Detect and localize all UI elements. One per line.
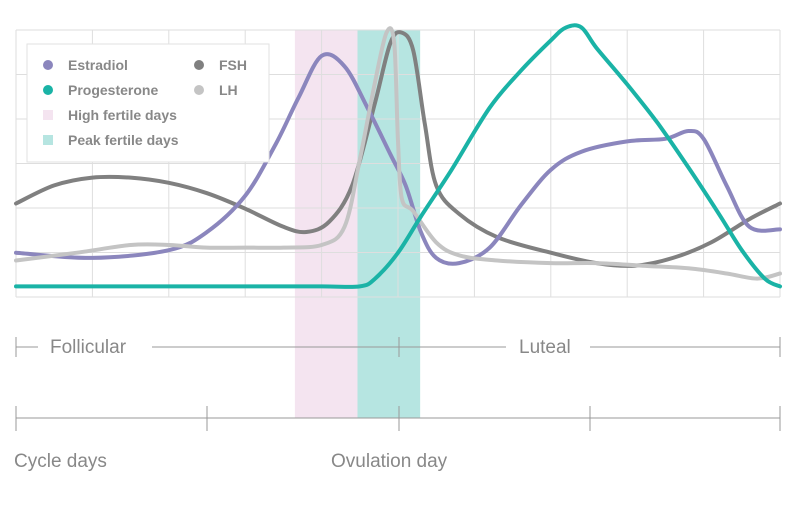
phase-axis <box>15 337 781 357</box>
legend-label-estradiol: Estradiol <box>68 57 128 73</box>
day-axis <box>15 406 781 431</box>
legend-label-fsh: FSH <box>219 57 247 73</box>
phase-label-luteal: Luteal <box>519 337 571 358</box>
legend-marker-lh <box>194 85 204 95</box>
legend-box <box>26 43 270 163</box>
hormone-lines <box>14 23 782 289</box>
legend-marker-fsh <box>194 60 204 70</box>
fertile-band-peak <box>357 30 421 418</box>
axis-label-ovulation-day: Ovulation day <box>331 451 448 472</box>
legend-marker-peak-fertile <box>43 135 53 145</box>
legend: Estradiol FSH Progesterone LH High ferti… <box>26 43 270 163</box>
axis-label-cycle-days: Cycle days <box>14 451 107 472</box>
series-line-lh <box>14 26 782 281</box>
series-line-progesterone <box>14 23 782 289</box>
legend-marker-high-fertile <box>43 110 53 120</box>
phase-label-follicular: Follicular <box>50 337 127 358</box>
legend-marker-estradiol <box>43 60 53 70</box>
legend-label-lh: LH <box>219 82 238 98</box>
legend-marker-progesterone <box>43 85 53 95</box>
legend-label-high-fertile: High fertile days <box>68 107 177 123</box>
series-line-estradiol <box>14 52 782 266</box>
legend-label-peak-fertile: Peak fertile days <box>68 132 179 148</box>
legend-label-progesterone: Progesterone <box>68 82 158 98</box>
